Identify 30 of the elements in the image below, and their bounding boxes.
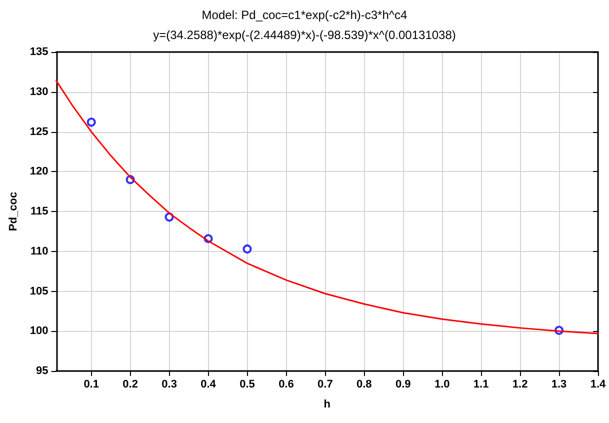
x-axis-title: h <box>324 398 331 410</box>
x-tick-label: 0.9 <box>395 378 411 390</box>
x-tick-label: 1.1 <box>473 378 489 390</box>
y-tick-label: 100 <box>30 325 48 338</box>
y-tick-label: 110 <box>30 245 48 258</box>
y-tick-label: 105 <box>30 285 48 298</box>
x-tick-label: 0.7 <box>318 378 333 390</box>
x-tick-label: 0.5 <box>240 378 255 390</box>
point <box>86 118 96 127</box>
point <box>242 244 252 254</box>
x-tick-label: 0.3 <box>162 378 177 390</box>
chart-subtitle: y=(34.2588)*exp(-(2.44489)*x)-(-98.539)*x^(0.00131038) <box>153 28 456 42</box>
y-tick-label: 135 <box>30 46 48 58</box>
y-tick-label: 95 <box>36 365 48 377</box>
x-tick-label: 1.3 <box>551 378 567 390</box>
y-tick-label: 130 <box>30 86 48 98</box>
x-tick-label: 0.4 <box>200 378 217 390</box>
x-tick-label: 0.8 <box>356 378 372 390</box>
y-tick-label: 120 <box>30 166 48 178</box>
chart-title: Model: Pd_coc=c1*exp(-c2*h)-c3*h^c4 <box>202 8 408 22</box>
x-tick-label: 1.4 <box>590 378 607 390</box>
x-tick-label: 0.1 <box>84 378 99 390</box>
x-tick-label: 0.2 <box>122 378 138 390</box>
x-tick-label: 1.0 <box>434 378 450 390</box>
y-tick-label: 115 <box>30 206 48 218</box>
y-tick-label: 125 <box>30 126 48 138</box>
line-series <box>56 80 599 334</box>
x-tick-label: 1.2 <box>512 378 528 390</box>
y-axis-title: Pd_coc <box>8 192 20 232</box>
x-tick-label: 0.6 <box>278 378 294 390</box>
